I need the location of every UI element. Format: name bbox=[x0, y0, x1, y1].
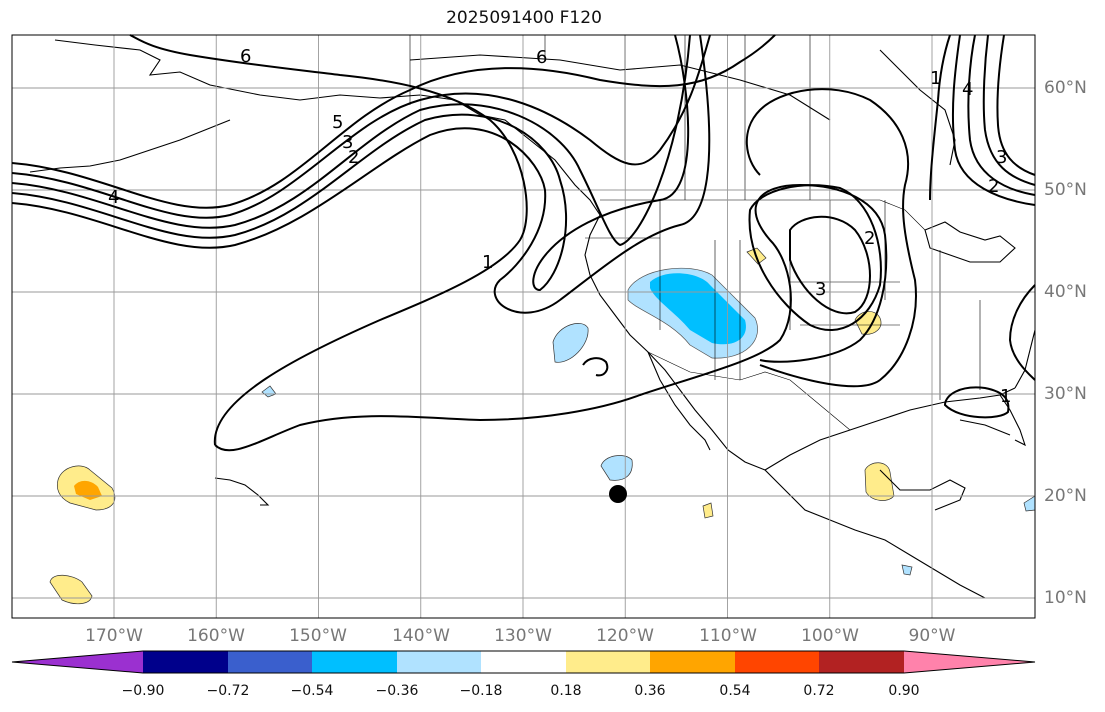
coastline-layer bbox=[29, 39, 1036, 599]
lon-label: 150°W bbox=[289, 626, 347, 646]
great-lakes bbox=[924, 221, 1016, 263]
colorbar-segment bbox=[481, 651, 566, 673]
strong-positive-anomaly-region bbox=[74, 480, 102, 500]
contour-layer bbox=[11, 34, 1036, 452]
positive-anomaly-region bbox=[702, 502, 714, 519]
contour-label: 1 bbox=[1000, 386, 1011, 407]
colorbar-segment bbox=[566, 651, 650, 673]
lat-label: 60°N bbox=[1044, 78, 1087, 98]
us-mexico-border bbox=[647, 351, 851, 431]
colorbar-segment bbox=[735, 651, 819, 673]
contour-label: 1 bbox=[930, 68, 941, 89]
contour-line bbox=[929, 34, 951, 201]
gulf-coast bbox=[764, 387, 1016, 471]
colorbar-tick-label: 0.36 bbox=[634, 683, 666, 699]
cuba bbox=[959, 419, 1011, 436]
contour-label: 3 bbox=[996, 147, 1007, 168]
contour-label-layer: 6 6 5 3 2 4 1 2 3 1 1 4 3 2 bbox=[108, 46, 1011, 407]
lon-label: 100°W bbox=[801, 626, 859, 646]
contour-label: 3 bbox=[815, 279, 826, 300]
contour-line bbox=[1008, 284, 1036, 381]
contour-label: 1 bbox=[482, 252, 493, 273]
baja-california bbox=[647, 351, 711, 451]
aleutian-islands bbox=[29, 119, 231, 173]
us-canada-border bbox=[600, 199, 926, 231]
negative-anomaly-region bbox=[901, 564, 913, 576]
colorbar-tick-label: −0.54 bbox=[290, 683, 334, 699]
map-title: 2025091400 F120 bbox=[446, 8, 602, 28]
negative-anomaly-region bbox=[600, 455, 633, 481]
lon-label: 170°W bbox=[85, 626, 143, 646]
colorbar-segment bbox=[228, 651, 312, 673]
positive-anomaly-region bbox=[49, 574, 93, 605]
contour-line bbox=[214, 183, 888, 452]
contour-line bbox=[996, 34, 1036, 176]
colorbar-extend-low bbox=[12, 651, 144, 673]
contour-label: 6 bbox=[240, 46, 251, 67]
lat-label: 10°N bbox=[1044, 588, 1087, 608]
contour-line bbox=[11, 34, 711, 314]
graticule-grid bbox=[12, 35, 1035, 618]
contour-line bbox=[967, 34, 1036, 196]
contour-line bbox=[748, 184, 882, 331]
colorbar-tick-label: −0.90 bbox=[121, 683, 165, 699]
contour-label: 4 bbox=[108, 187, 119, 208]
lat-label: 30°N bbox=[1044, 384, 1087, 404]
lon-label: 110°W bbox=[699, 626, 757, 646]
colorbar-outline bbox=[11, 650, 1036, 674]
colorbar-tick-label: 0.54 bbox=[719, 683, 751, 699]
lon-label: 90°W bbox=[908, 626, 956, 646]
contour-label: 4 bbox=[962, 79, 973, 100]
lat-label: 20°N bbox=[1044, 486, 1087, 506]
contour-line bbox=[11, 34, 776, 209]
lat-label: 50°N bbox=[1044, 180, 1087, 200]
colorbar-segment bbox=[819, 651, 904, 673]
contour-line bbox=[789, 215, 871, 315]
colorbar-segment bbox=[143, 651, 228, 673]
contour-line bbox=[582, 357, 609, 377]
canada-north-coast bbox=[409, 54, 831, 121]
colorbar-segment bbox=[397, 651, 481, 673]
contour-line bbox=[11, 34, 691, 247]
colorbar-segment bbox=[312, 651, 397, 673]
contour-line bbox=[943, 386, 1010, 419]
lon-label: 160°W bbox=[187, 626, 245, 646]
contour-label: 6 bbox=[536, 47, 547, 68]
anomaly-fill-layer bbox=[49, 247, 1036, 605]
contour-line bbox=[982, 34, 1036, 186]
colorbar-tick-label: −0.18 bbox=[459, 683, 503, 699]
contour-line bbox=[951, 34, 1036, 206]
colorbar-extend-high bbox=[904, 651, 1035, 673]
map-frame bbox=[11, 34, 1036, 619]
point-marker bbox=[609, 485, 627, 503]
colorbar-segment bbox=[650, 651, 735, 673]
yucatan bbox=[879, 469, 966, 511]
contour-line bbox=[11, 34, 711, 219]
negative-anomaly-region bbox=[552, 323, 589, 363]
colorbar-tick-label: −0.36 bbox=[375, 683, 419, 699]
lat-label: 40°N bbox=[1044, 282, 1087, 302]
lon-label: 140°W bbox=[392, 626, 450, 646]
florida bbox=[999, 394, 1026, 447]
contour-line bbox=[129, 34, 528, 446]
colorbar-tick-label: 0.72 bbox=[803, 683, 835, 699]
colorbar bbox=[11, 650, 1036, 674]
colorbar-tick-label: 0.18 bbox=[550, 683, 582, 699]
lon-label: 120°W bbox=[596, 626, 654, 646]
east-coast bbox=[1014, 329, 1036, 389]
contour-line bbox=[745, 88, 917, 388]
hawaii bbox=[214, 477, 270, 506]
alaska-coast bbox=[54, 39, 601, 216]
contour-label: 3 bbox=[342, 132, 353, 153]
contour-label: 2 bbox=[348, 147, 359, 168]
strong-negative-anomaly-region bbox=[650, 273, 746, 345]
lon-label: 130°W bbox=[494, 626, 552, 646]
contour-label: 2 bbox=[864, 228, 875, 249]
contour-line bbox=[11, 34, 690, 292]
colorbar-tick-label: −0.72 bbox=[206, 683, 250, 699]
contour-label: 2 bbox=[988, 176, 999, 197]
colorbar-tick-label: 0.90 bbox=[888, 683, 920, 699]
contour-label: 5 bbox=[332, 112, 343, 133]
